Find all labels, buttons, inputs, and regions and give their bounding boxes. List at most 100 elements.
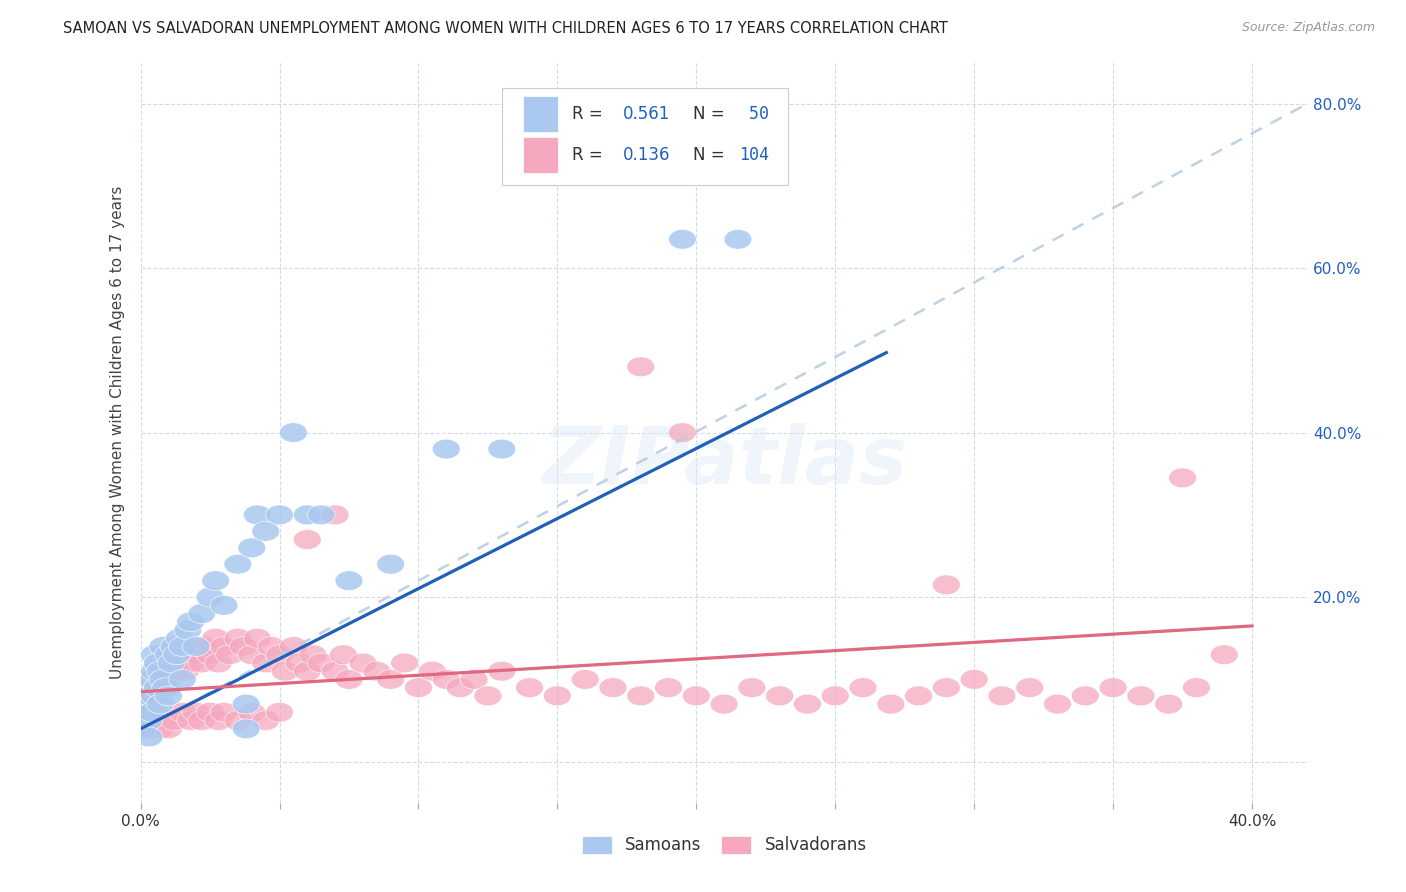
Ellipse shape [163,645,191,665]
Ellipse shape [1154,694,1182,714]
Ellipse shape [960,670,988,690]
Ellipse shape [793,694,821,714]
Ellipse shape [1071,686,1099,706]
Ellipse shape [266,505,294,524]
Ellipse shape [135,719,163,739]
Ellipse shape [132,694,160,714]
Ellipse shape [197,645,224,665]
Ellipse shape [160,637,188,657]
Ellipse shape [932,575,960,595]
Ellipse shape [169,637,197,657]
Ellipse shape [177,711,204,731]
Ellipse shape [243,505,271,524]
Ellipse shape [627,357,655,376]
Ellipse shape [474,686,502,706]
Ellipse shape [141,670,169,690]
Ellipse shape [129,719,157,739]
Ellipse shape [257,637,285,657]
Ellipse shape [266,702,294,723]
Ellipse shape [191,637,218,657]
Ellipse shape [877,694,904,714]
Ellipse shape [363,661,391,681]
Ellipse shape [143,653,172,673]
Ellipse shape [183,645,209,665]
Ellipse shape [204,711,232,731]
Ellipse shape [252,522,280,541]
Ellipse shape [169,670,197,690]
Ellipse shape [141,661,169,681]
Ellipse shape [419,661,446,681]
Ellipse shape [209,637,238,657]
Text: ZIPatlas: ZIPatlas [541,423,907,501]
Ellipse shape [129,702,157,723]
Ellipse shape [446,678,474,698]
Ellipse shape [188,653,215,673]
Ellipse shape [821,686,849,706]
Ellipse shape [238,645,266,665]
Ellipse shape [197,587,224,607]
Ellipse shape [724,229,752,249]
Ellipse shape [149,661,177,681]
Ellipse shape [149,670,177,690]
Ellipse shape [238,538,266,558]
Ellipse shape [152,678,180,698]
Ellipse shape [166,653,194,673]
Ellipse shape [201,628,229,648]
Text: N =: N = [693,146,730,164]
Ellipse shape [129,711,157,731]
Ellipse shape [138,686,166,706]
Ellipse shape [146,694,174,714]
Ellipse shape [252,711,280,731]
Ellipse shape [143,678,172,698]
Bar [523,137,558,173]
Ellipse shape [141,645,169,665]
Text: Source: ZipAtlas.com: Source: ZipAtlas.com [1241,21,1375,35]
Ellipse shape [1043,694,1071,714]
Ellipse shape [655,678,682,698]
Ellipse shape [132,694,160,714]
Ellipse shape [160,711,188,731]
Ellipse shape [146,686,174,706]
Ellipse shape [209,702,238,723]
Ellipse shape [155,670,183,690]
Text: R =: R = [572,105,609,123]
Ellipse shape [157,653,186,673]
Ellipse shape [180,637,207,657]
Ellipse shape [294,661,321,681]
Ellipse shape [138,702,166,723]
Ellipse shape [177,653,204,673]
Ellipse shape [516,678,544,698]
Ellipse shape [232,719,260,739]
Ellipse shape [141,686,169,706]
Ellipse shape [188,711,215,731]
Ellipse shape [329,645,357,665]
Ellipse shape [738,678,766,698]
Ellipse shape [377,554,405,574]
Ellipse shape [224,711,252,731]
Ellipse shape [988,686,1017,706]
Ellipse shape [766,686,793,706]
Ellipse shape [280,637,308,657]
Ellipse shape [544,686,571,706]
Ellipse shape [163,645,191,665]
Ellipse shape [335,571,363,591]
Ellipse shape [710,694,738,714]
Text: SAMOAN VS SALVADORAN UNEMPLOYMENT AMONG WOMEN WITH CHILDREN AGES 6 TO 17 YEARS C: SAMOAN VS SALVADORAN UNEMPLOYMENT AMONG … [63,21,948,37]
Ellipse shape [177,612,204,632]
Ellipse shape [238,702,266,723]
Ellipse shape [215,645,243,665]
Ellipse shape [201,571,229,591]
Ellipse shape [232,694,260,714]
Ellipse shape [209,596,238,615]
Ellipse shape [204,653,232,673]
Ellipse shape [1211,645,1239,665]
Ellipse shape [377,670,405,690]
Ellipse shape [405,678,433,698]
Ellipse shape [143,678,172,698]
Ellipse shape [294,530,321,549]
Ellipse shape [188,604,215,624]
Ellipse shape [146,661,174,681]
Ellipse shape [138,711,166,731]
Ellipse shape [321,505,349,524]
Ellipse shape [1168,468,1197,488]
